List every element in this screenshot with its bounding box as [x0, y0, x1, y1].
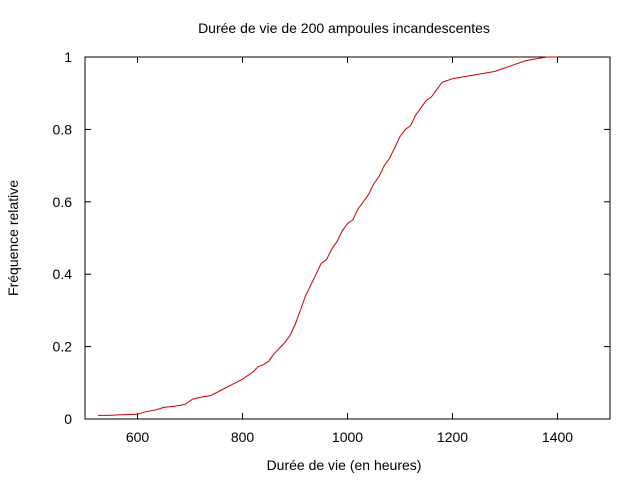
y-tick-label: 1 — [64, 49, 72, 65]
x-tick-label: 1000 — [332, 429, 363, 445]
plot-frame — [84, 56, 611, 420]
y-tick-label: 0.6 — [53, 194, 73, 210]
series-line — [98, 56, 558, 416]
x-tick-label: 600 — [126, 429, 150, 445]
y-axis: 0 0.2 0.4 0.6 0.8 1 — [53, 49, 610, 427]
x-tick-label: 800 — [231, 429, 255, 445]
chart-title: Durée de vie de 200 ampoules incandescen… — [198, 20, 490, 36]
series-layer — [98, 56, 558, 416]
x-axis-label: Durée de vie (en heures) — [267, 457, 422, 473]
y-tick-label: 0.4 — [53, 266, 73, 282]
y-tick-label: 0.2 — [53, 339, 73, 355]
x-tick-label: 1200 — [437, 429, 468, 445]
y-tick-label: 0.8 — [53, 121, 73, 137]
x-axis: 600 800 1000 1200 1400 — [126, 57, 573, 445]
y-axis-label: Fréquence relative — [5, 180, 21, 296]
x-tick-label: 1400 — [542, 429, 573, 445]
y-tick-label: 0 — [64, 411, 72, 427]
